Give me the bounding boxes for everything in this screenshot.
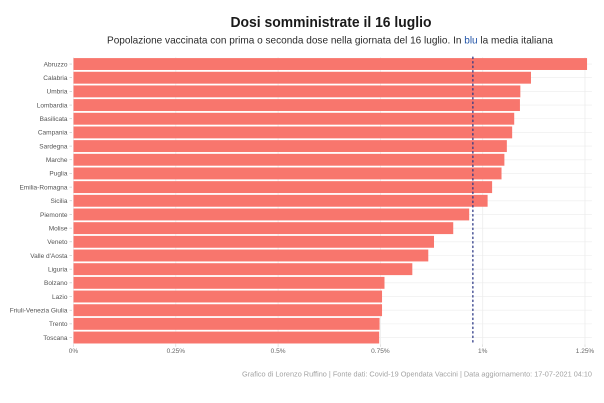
bar-bolzano <box>73 276 385 289</box>
bar-campania <box>73 126 513 139</box>
subtitle-highlight-blu: blu <box>464 35 478 47</box>
y-category-label: Trento <box>49 321 68 328</box>
y-category-label: Sicilia <box>51 198 68 205</box>
bar-calabria <box>73 71 531 84</box>
bar-marche <box>73 153 505 166</box>
bar-friuli-venezia-giulia <box>73 304 383 317</box>
subtitle-text-end: la media italiana <box>478 35 554 47</box>
x-tick-label: 0% <box>69 348 79 355</box>
y-category-label: Emilia-Romagna <box>19 184 67 191</box>
y-category-label: Veneto <box>47 239 68 246</box>
bar-basilicata <box>73 112 515 125</box>
bar-valle-d-aosta <box>73 249 429 262</box>
y-category-label: Toscana <box>43 335 68 342</box>
bar-sicilia <box>73 194 488 207</box>
y-category-label: Lazio <box>52 294 68 301</box>
y-category-label: Abruzzo <box>44 61 68 68</box>
bar-veneto <box>73 235 435 248</box>
y-category-label: Puglia <box>49 171 67 178</box>
bars <box>73 58 588 344</box>
y-category-label: Sardegna <box>39 143 68 150</box>
y-category-label: Liguria <box>48 266 68 273</box>
bar-liguria <box>73 263 413 276</box>
y-category-label: Bolzano <box>44 280 68 287</box>
bar-sardegna <box>73 140 507 153</box>
y-category-label: Marche <box>46 157 68 164</box>
chart-subtitle: Popolazione vaccinata con prima o second… <box>107 35 553 47</box>
bar-lazio <box>73 290 383 303</box>
x-tick-label: 0.75% <box>371 348 390 355</box>
y-category-label: Calabria <box>43 75 68 82</box>
chart-caption: Grafico di Lorenzo Ruffino | Fonte dati:… <box>242 370 592 379</box>
bar-umbria <box>73 85 521 98</box>
y-category-label: Molise <box>49 225 68 232</box>
chart-title: Dosi somministrate il 16 luglio <box>231 14 432 31</box>
y-category-label: Lombardia <box>37 102 68 109</box>
x-tick-label: 1.25% <box>576 348 595 355</box>
y-category-label: Basilicata <box>40 116 68 123</box>
bar-toscana <box>73 331 380 344</box>
x-tick-label: 0.25% <box>167 348 186 355</box>
y-axis-labels: Abruzzo Calabria Umbria Lombardia Basilicata… <box>10 61 72 342</box>
x-tick-label: 0.5% <box>271 348 286 355</box>
bar-piemonte <box>73 208 470 221</box>
subtitle-text-start: Popolazione vaccinata con prima o second… <box>107 35 464 47</box>
y-category-label: Piemonte <box>40 212 68 219</box>
bar-trento <box>73 317 380 330</box>
bar-emilia-romagna <box>73 181 493 194</box>
x-tick-label: 1% <box>478 348 488 355</box>
y-category-label: Umbria <box>47 89 68 96</box>
y-category-label: Valle d'Aosta <box>30 253 68 260</box>
bar-abruzzo <box>73 58 588 70</box>
bar-lombardia <box>73 99 520 112</box>
bar-molise <box>73 222 454 235</box>
y-category-label: Friuli-Venezia Giulia <box>10 307 68 314</box>
y-category-label: Campania <box>38 130 68 137</box>
bar-puglia <box>73 167 502 180</box>
x-axis-labels: 0% 0.25% 0.5% 0.75% 1% 1.25% <box>69 348 595 355</box>
